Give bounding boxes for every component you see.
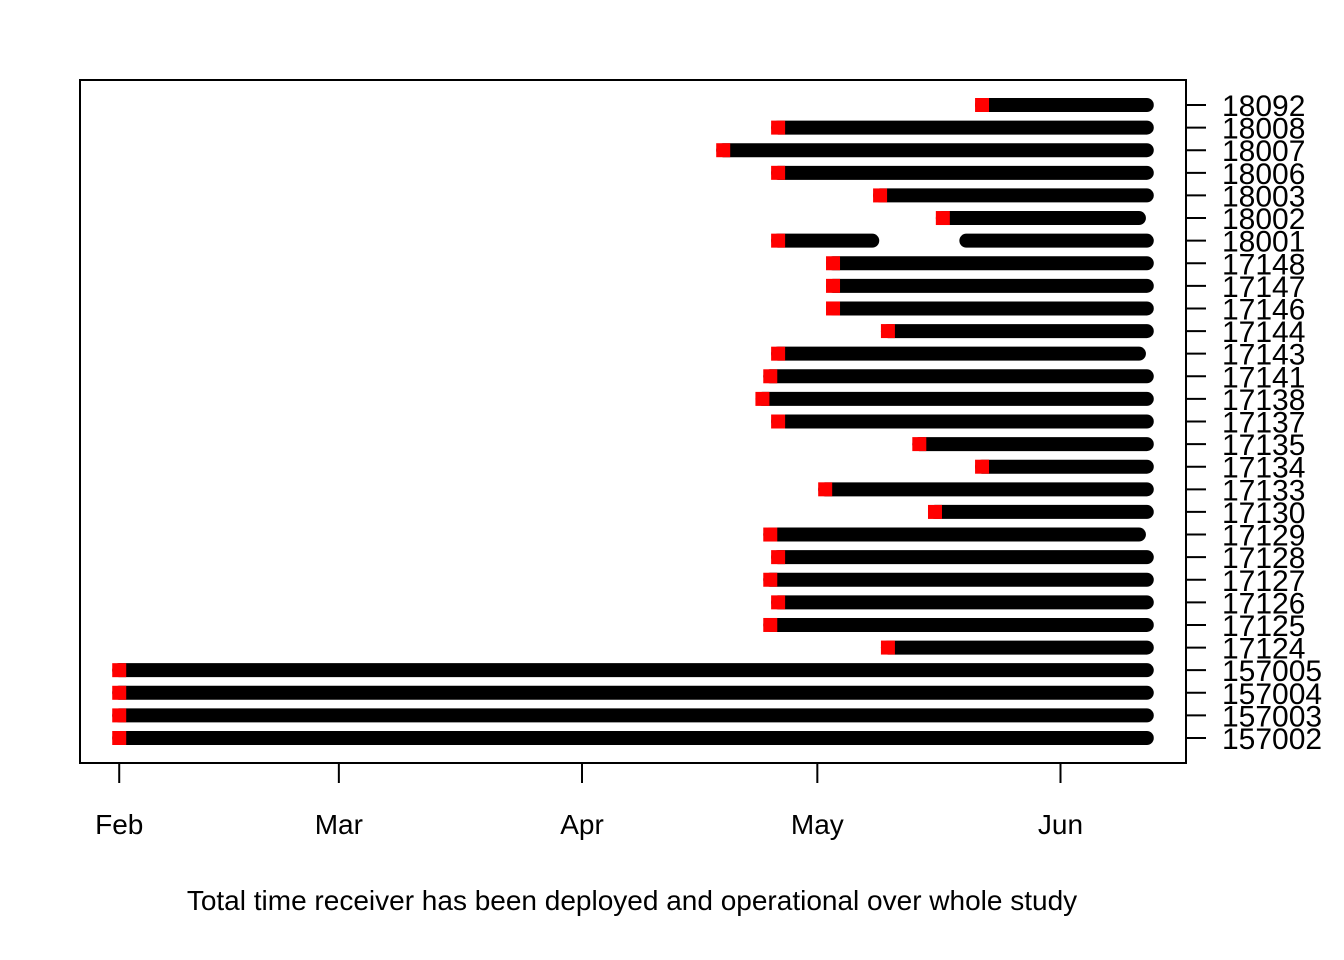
y-tick-label: 17135	[1222, 429, 1305, 462]
y-tick-label: 17129	[1222, 520, 1305, 553]
deployment-start-marker	[763, 617, 778, 632]
y-tick-label: 17147	[1222, 271, 1305, 304]
deployment-start-marker	[818, 482, 833, 497]
y-tick-label: 18008	[1222, 113, 1305, 146]
x-tick-label: Apr	[560, 809, 604, 840]
x-axis-title: Total time receiver has been deployed an…	[187, 885, 1077, 916]
bars-layer	[112, 98, 1154, 745]
y-tick-label: 17133	[1222, 474, 1305, 507]
deployment-start-marker	[716, 143, 731, 158]
deployment-start-marker	[763, 369, 778, 384]
markers-layer	[112, 98, 990, 745]
deployment-start-marker	[771, 414, 786, 429]
deployment-start-marker	[771, 346, 786, 361]
deployment-start-marker	[771, 595, 786, 610]
deployment-start-marker	[112, 731, 127, 745]
deployment-start-marker	[912, 437, 927, 452]
deployment-start-marker	[975, 98, 990, 112]
deployment-start-marker	[826, 256, 841, 271]
y-tick-label: 17128	[1222, 542, 1305, 575]
y-tick-label: 18006	[1222, 158, 1305, 191]
y-axis: 1570021570031570041570051712417125171261…	[1186, 90, 1322, 756]
deployment-start-marker	[826, 278, 841, 293]
deployment-start-marker	[112, 708, 127, 723]
y-tick-label: 18002	[1222, 203, 1305, 236]
deployment-start-marker	[826, 301, 841, 316]
x-tick-label: Jun	[1038, 809, 1083, 840]
deployment-start-marker	[763, 527, 778, 542]
deployment-start-marker	[771, 165, 786, 180]
y-tick-label: 157002	[1222, 723, 1322, 756]
y-tick-label: 17144	[1222, 316, 1305, 349]
y-tick-label: 157003	[1222, 700, 1322, 733]
y-tick-label: 17143	[1222, 339, 1305, 372]
y-tick-label: 157005	[1222, 655, 1322, 688]
y-tick-label: 18092	[1222, 90, 1305, 123]
deployment-start-marker	[112, 685, 127, 700]
deployment-start-marker	[873, 188, 888, 203]
x-tick-label: May	[791, 809, 844, 840]
deployment-start-marker	[880, 324, 895, 339]
deployment-start-marker	[927, 504, 942, 519]
deployment-start-marker	[880, 640, 895, 655]
y-tick-label: 17141	[1222, 361, 1305, 394]
y-tick-label: 18007	[1222, 135, 1305, 168]
y-tick-label: 17124	[1222, 633, 1305, 666]
y-tick-label: 157004	[1222, 678, 1322, 711]
deployment-start-marker	[771, 120, 786, 135]
deployment-start-marker	[112, 663, 127, 678]
deployment-start-marker	[975, 459, 990, 474]
y-tick-label: 17137	[1222, 407, 1305, 440]
y-tick-label: 17146	[1222, 293, 1305, 326]
y-tick-label: 17130	[1222, 497, 1305, 530]
x-axis: Feb Mar Apr May Jun	[95, 763, 1083, 840]
y-tick-label: 17125	[1222, 610, 1305, 643]
y-tick-label: 17134	[1222, 452, 1305, 485]
y-tick-label: 17148	[1222, 248, 1305, 281]
y-tick-label: 17126	[1222, 587, 1305, 620]
x-tick-label: Mar	[315, 809, 363, 840]
x-tick-label: Feb	[95, 809, 143, 840]
deployment-start-marker	[771, 233, 786, 248]
y-tick-label: 18003	[1222, 180, 1305, 213]
deployment-start-marker	[935, 211, 950, 226]
y-tick-label: 17138	[1222, 384, 1305, 417]
deployment-start-marker	[771, 550, 786, 565]
y-tick-label: 18001	[1222, 226, 1305, 259]
deployment-start-marker	[755, 391, 770, 406]
deployment-start-marker	[763, 572, 778, 587]
y-tick-label: 17127	[1222, 565, 1305, 598]
